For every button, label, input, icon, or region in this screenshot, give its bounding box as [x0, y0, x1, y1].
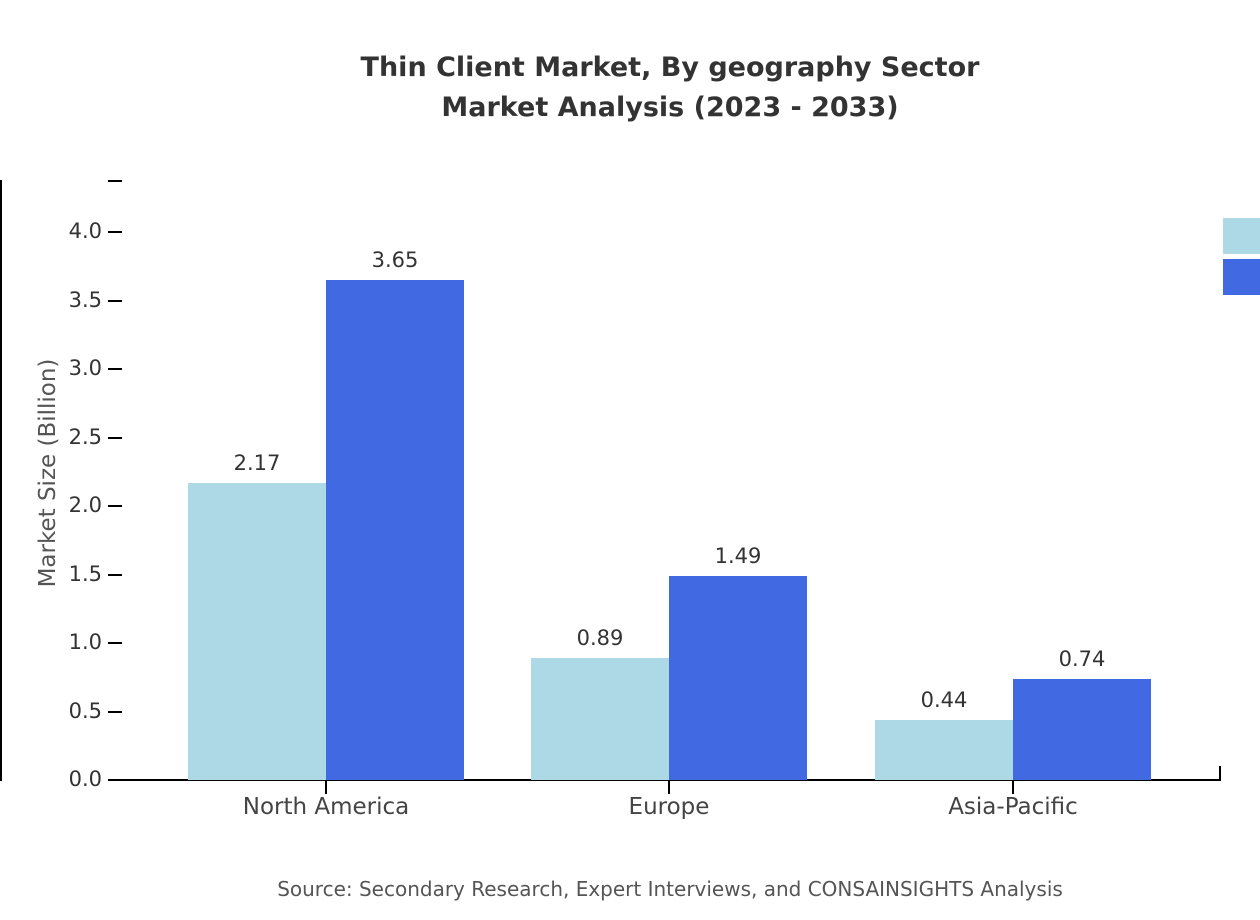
bar-2023-north-america[interactable]	[188, 482, 326, 780]
y-axis-tick-label: 3.0	[68, 356, 102, 380]
y-axis-spine	[0, 180, 2, 781]
y-axis-tick-label: 2.0	[68, 493, 102, 517]
chart-title-line-1: Thin Client Market, By geography Sector	[360, 52, 980, 83]
y-axis-top-cap	[108, 180, 122, 182]
y-axis-tick	[108, 779, 122, 781]
y-axis-tick	[108, 231, 122, 233]
bar-2023-europe[interactable]	[531, 658, 669, 780]
source-note: Source: Secondary Research, Expert Inter…	[277, 877, 1063, 901]
chart-title-line-2: Market Analysis (2023 - 2033)	[441, 92, 899, 123]
x-axis-tick	[1012, 781, 1014, 794]
y-axis-tick-label: 0.5	[68, 698, 102, 723]
x-axis-right-cap	[1219, 766, 1221, 780]
y-axis-tick	[108, 573, 122, 576]
bar-2023-asia-pacific[interactable]	[875, 719, 1013, 780]
x-axis-spine	[121, 779, 1221, 781]
y-axis-tick-label: 1.0	[68, 630, 102, 654]
chart-title: Thin Client Market, By geography Sector …	[0, 48, 1260, 128]
y-axis-tick	[108, 368, 122, 370]
x-axis-category-label: Europe	[628, 794, 710, 820]
y-axis-tick	[108, 710, 122, 713]
x-axis-category-label: Asia-Pacific	[948, 794, 1078, 820]
y-axis-tick-label: 1.5	[68, 561, 102, 586]
legend-item-2023[interactable]: 2023	[1135, 218, 1260, 254]
x-axis-tick	[325, 781, 327, 794]
y-axis-tick-label: 2.5	[68, 424, 102, 449]
bar-series-layer: 2.17 3.65 0.89 1.49 0.44 0.74	[188, 247, 1151, 780]
y-axis-tick	[108, 436, 122, 439]
bar-value-label: 0.74	[1058, 646, 1106, 671]
bar-value-label: 0.44	[920, 687, 968, 712]
legend-item-2033[interactable]: 2033	[1135, 259, 1260, 295]
y-axis-tick	[108, 642, 122, 644]
x-axis-category-label: North America	[242, 794, 410, 820]
legend-swatch	[1223, 259, 1260, 295]
bar-2033-asia-pacific[interactable]	[1013, 678, 1151, 780]
x-axis-tick	[668, 781, 670, 794]
bar-2033-north-america[interactable]	[326, 279, 464, 780]
y-axis-tick-label: 0.0	[68, 767, 102, 791]
y-axis-tick	[108, 505, 122, 507]
bar-value-label: 0.89	[576, 626, 624, 651]
y-axis-tick-label: 4.0	[68, 219, 102, 243]
bar-value-label: 1.49	[714, 543, 762, 568]
legend-swatch	[1223, 218, 1260, 254]
y-axis-tick	[108, 299, 122, 302]
bar-value-label: 2.17	[233, 450, 281, 475]
bar-value-label: 3.65	[371, 247, 419, 272]
y-axis-tick-label: 3.5	[68, 287, 102, 312]
bar-2033-europe[interactable]	[669, 575, 807, 780]
